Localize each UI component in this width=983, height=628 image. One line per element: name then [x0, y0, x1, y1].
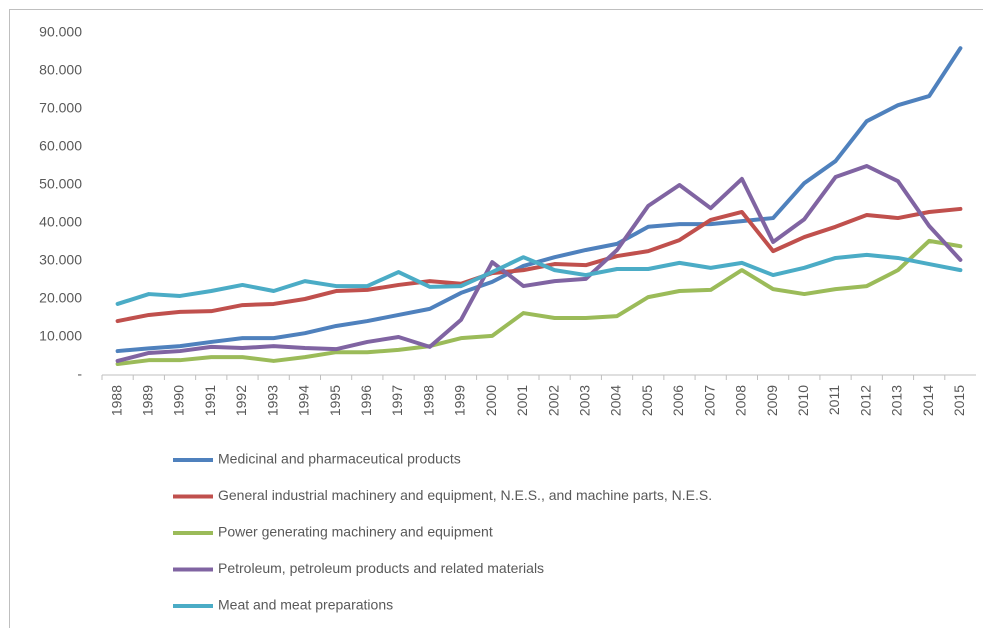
- x-tick-label: 1991: [202, 385, 218, 416]
- x-tick-label: 1997: [389, 385, 405, 416]
- x-tick-label: 2009: [764, 385, 780, 416]
- y-tick-label: 60.000: [39, 138, 82, 154]
- x-tick-label: 2008: [733, 385, 749, 416]
- x-tick-label: 2002: [545, 385, 561, 416]
- x-tick-label: 2001: [514, 385, 530, 416]
- x-tick-label: 2013: [889, 385, 905, 416]
- x-tick-label: 2012: [857, 385, 873, 416]
- x-tick-label: 1990: [171, 385, 187, 416]
- series-line: [115, 238, 963, 366]
- x-tick-label: 1994: [296, 385, 312, 416]
- y-tick-label: 50.000: [39, 176, 82, 192]
- x-tick-label: 2003: [577, 385, 593, 416]
- legend-label: Medicinal and pharmaceutical products: [218, 451, 461, 467]
- x-tick-label: 1996: [358, 385, 374, 416]
- x-tick-label: 2011: [826, 385, 842, 415]
- chart-border: [9, 9, 983, 628]
- y-tick-label: -: [77, 366, 82, 382]
- y-tick-label: 30.000: [39, 252, 82, 268]
- x-tick-label: 1992: [233, 385, 249, 416]
- y-tick-label: 80.000: [39, 62, 82, 78]
- x-tick-label: 2007: [701, 385, 717, 416]
- x-tick-label: 1988: [108, 385, 124, 416]
- y-tick-label: 90.000: [39, 24, 82, 40]
- x-tick-label: 1989: [140, 385, 156, 416]
- x-tick-label: 2015: [951, 385, 967, 416]
- series-line: [115, 252, 963, 306]
- series-line: [115, 206, 963, 324]
- y-tick-label: 40.000: [39, 214, 82, 230]
- x-tick-label: 2005: [639, 385, 655, 416]
- y-tick-label: 70.000: [39, 100, 82, 116]
- x-tick-label: 1998: [420, 385, 436, 416]
- x-tick-label: 2014: [920, 385, 936, 416]
- x-tick-label: 1999: [452, 385, 468, 416]
- x-tick-label: 2010: [795, 385, 811, 416]
- y-tick-label: 10.000: [39, 328, 82, 344]
- series-line: [115, 164, 963, 363]
- legend-label: Power generating machinery and equipment: [218, 524, 493, 540]
- x-tick-label: 2006: [670, 385, 686, 416]
- x-tick-label: 1995: [327, 385, 343, 416]
- legend-label: Meat and meat preparations: [218, 597, 393, 613]
- legend-label: Petroleum, petroleum products and relate…: [218, 560, 544, 576]
- x-tick-label: 2000: [483, 385, 499, 416]
- x-tick-label: 2004: [608, 385, 624, 416]
- x-tick-label: 1993: [264, 385, 280, 416]
- legend-label: General industrial machinery and equipme…: [218, 487, 712, 503]
- y-tick-label: 20.000: [39, 290, 82, 306]
